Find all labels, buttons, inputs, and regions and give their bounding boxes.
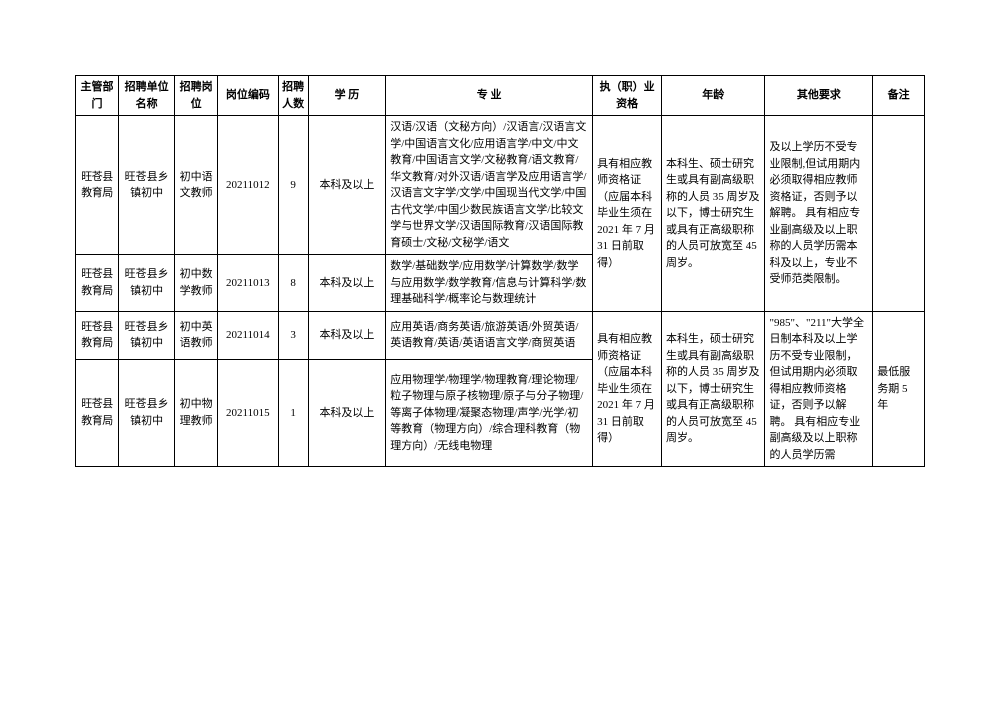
- cell-post: 初中英语教师: [175, 311, 218, 359]
- cell-dept: 旺苍县教育局: [76, 116, 119, 255]
- cell-num: 8: [278, 255, 308, 312]
- cell-note: [873, 116, 925, 312]
- cell-major: 应用物理学/物理学/物理教育/理论物理/粒子物理与原子核物理/原子与分子物理/等…: [386, 359, 593, 466]
- cell-major: 数学/基础数学/应用数学/计算数学/数学与应用数学/数学教育/信息与计算科学/数…: [386, 255, 593, 312]
- header-row: 主管部门 招聘单位名称 招聘岗位 岗位编码 招聘人数 学 历 专 业 执（职）业…: [76, 76, 925, 116]
- header-other: 其他要求: [765, 76, 873, 116]
- cell-dept: 旺苍县教育局: [76, 311, 119, 359]
- cell-code: 20211013: [218, 255, 278, 312]
- header-post: 招聘岗位: [175, 76, 218, 116]
- cell-edu: 本科及以上: [308, 311, 386, 359]
- header-unit: 招聘单位名称: [119, 76, 175, 116]
- cell-post: 初中语文教师: [175, 116, 218, 255]
- header-age: 年龄: [662, 76, 765, 116]
- cell-dept: 旺苍县教育局: [76, 255, 119, 312]
- header-edu: 学 历: [308, 76, 386, 116]
- cell-age: 本科生、硕士研究生或具有副高级职称的人员 35 周岁及以下，博士研究生或具有正高…: [662, 116, 765, 312]
- table-row: 旺苍县教育局 旺苍县乡镇初中 初中语文教师 20211012 9 本科及以上 汉…: [76, 116, 925, 255]
- cell-other: 及以上学历不受专业限制,但试用期内必须取得相应教师资格证，否则予以解聘。 具有相…: [765, 116, 873, 312]
- header-code: 岗位编码: [218, 76, 278, 116]
- header-dept: 主管部门: [76, 76, 119, 116]
- table-row: 旺苍县教育局 旺苍县乡镇初中 初中英语教师 20211014 3 本科及以上 应…: [76, 311, 925, 359]
- cell-dept: 旺苍县教育局: [76, 359, 119, 466]
- cell-unit: 旺苍县乡镇初中: [119, 255, 175, 312]
- cell-num: 9: [278, 116, 308, 255]
- recruitment-table: 主管部门 招聘单位名称 招聘岗位 岗位编码 招聘人数 学 历 专 业 执（职）业…: [75, 75, 925, 467]
- cell-code: 20211014: [218, 311, 278, 359]
- cell-edu: 本科及以上: [308, 116, 386, 255]
- cell-num: 3: [278, 311, 308, 359]
- cell-code: 20211015: [218, 359, 278, 466]
- header-note: 备注: [873, 76, 925, 116]
- cell-note: 最低服务期 5 年: [873, 311, 925, 467]
- cell-unit: 旺苍县乡镇初中: [119, 116, 175, 255]
- cell-post: 初中数学教师: [175, 255, 218, 312]
- header-num: 招聘人数: [278, 76, 308, 116]
- cell-qual: 具有相应教师资格证（应届本科毕业生须在 2021 年 7 月 31 日前取得）: [593, 311, 662, 467]
- cell-edu: 本科及以上: [308, 359, 386, 466]
- cell-edu: 本科及以上: [308, 255, 386, 312]
- cell-major: 应用英语/商务英语/旅游英语/外贸英语/英语教育/英语/英语语言文学/商贸英语: [386, 311, 593, 359]
- header-qual: 执（职）业资格: [593, 76, 662, 116]
- cell-post: 初中物理教师: [175, 359, 218, 466]
- cell-other: "985"、"211"大学全日制本科及以上学历不受专业限制，但试用期内必须取得相…: [765, 311, 873, 467]
- cell-unit: 旺苍县乡镇初中: [119, 311, 175, 359]
- header-major: 专 业: [386, 76, 593, 116]
- cell-major: 汉语/汉语（文秘方向）/汉语言/汉语言文学/中国语言文化/应用语言学/中文/中文…: [386, 116, 593, 255]
- cell-age: 本科生，硕士研究生或具有副高级职称的人员 35 周岁及以下，博士研究生或具有正高…: [662, 311, 765, 467]
- cell-unit: 旺苍县乡镇初中: [119, 359, 175, 466]
- cell-code: 20211012: [218, 116, 278, 255]
- cell-qual: 具有相应教师资格证（应届本科毕业生须在 2021 年 7 月 31 日前取得）: [593, 116, 662, 312]
- cell-num: 1: [278, 359, 308, 466]
